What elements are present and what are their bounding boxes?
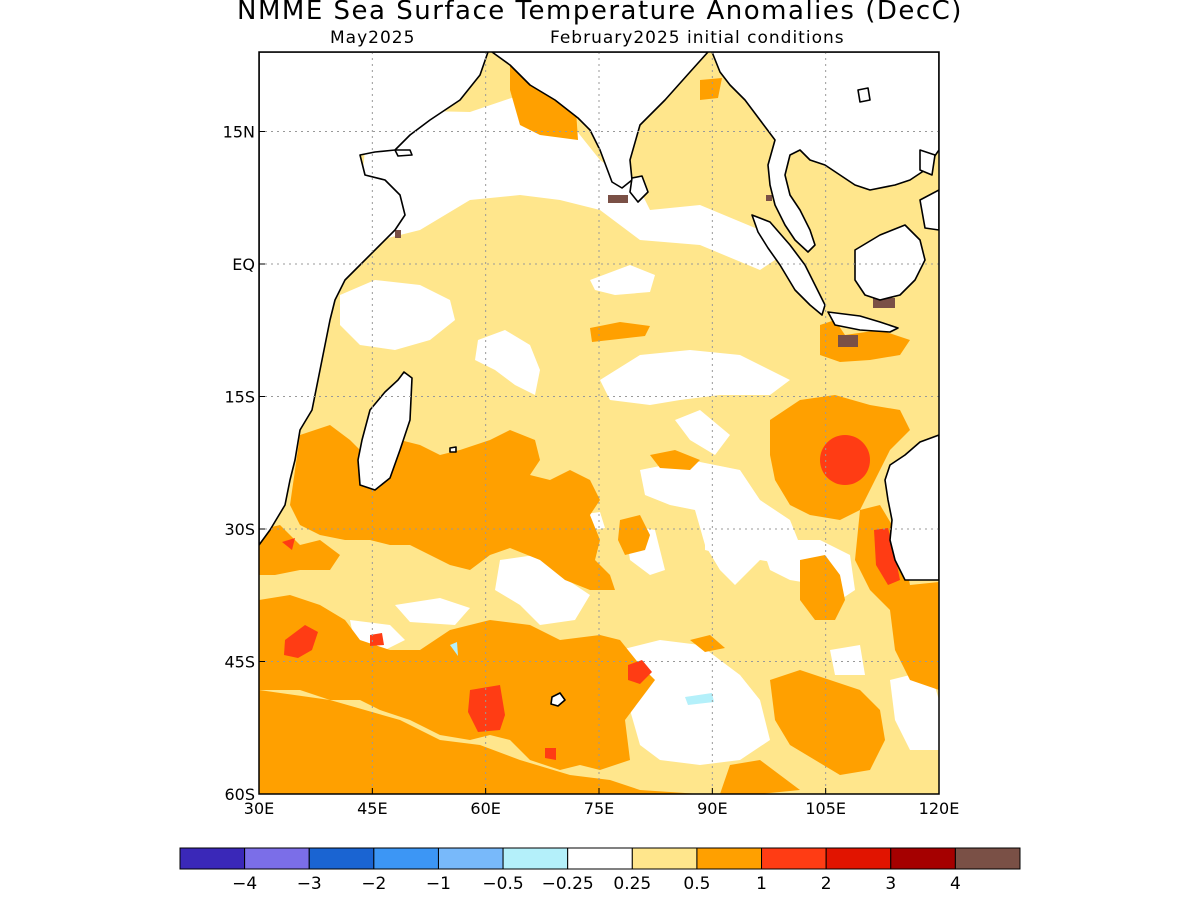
land <box>259 52 939 707</box>
java-land <box>827 311 899 333</box>
sri-lanka-land <box>629 175 649 203</box>
lon-tick-label: 30E <box>244 799 274 818</box>
lat-tick-label: EQ <box>232 255 255 274</box>
colorbar-label: 0.25 <box>613 874 651 894</box>
colorbar-label: −3 <box>297 874 322 894</box>
colorbar-swatch <box>631 847 698 870</box>
colorbar-label: 0.5 <box>683 874 710 894</box>
axis-ticks: 30E 45E 60E 75E 90E 105E 120E 15N EQ 15S 30S 45S 60S <box>223 123 960 819</box>
colorbar-label: 2 <box>821 874 832 894</box>
colorbar-swatch <box>567 847 633 870</box>
lat-tick-label: 45S <box>224 653 255 672</box>
colorbar-swatch <box>308 847 375 870</box>
new-guinea-land <box>919 189 939 231</box>
colorbar-swatch <box>761 847 827 870</box>
australia-land <box>884 434 939 581</box>
india-land <box>491 52 709 189</box>
lon-tick-label: 75E <box>584 799 614 818</box>
hainan-land <box>857 87 871 103</box>
socotra-land <box>394 149 413 157</box>
colorbar-swatch <box>179 847 246 870</box>
colorbar-label: −1 <box>426 874 451 894</box>
lon-tick-label: 90E <box>697 799 727 818</box>
colorbar-label: −0.25 <box>542 874 594 894</box>
colorbar-label: −2 <box>361 874 386 894</box>
colorbar: −4 −3 −2 −1 −0.5 −0.25 0.25 0.5 1 2 3 4 <box>179 847 1021 894</box>
chart-subtitle-valid-month: May2025 <box>330 28 416 48</box>
warm-1-to-2-areas <box>282 435 900 760</box>
kerguelen-land <box>550 692 566 707</box>
colorbar-swatch <box>954 847 1021 870</box>
cool-patches <box>450 642 714 705</box>
lat-tick-label: 30S <box>224 520 255 539</box>
colorbar-swatch <box>244 847 310 870</box>
colorbar-label: 4 <box>950 874 961 894</box>
colorbar-swatch <box>373 847 439 870</box>
colorbar-swatch <box>890 847 956 870</box>
colorbar-label: 1 <box>756 874 767 894</box>
chart-subtitle-initial-conditions: February2025 initial conditions <box>550 28 845 48</box>
colorbar-swatch <box>696 847 763 870</box>
colorbar-label: 3 <box>885 874 896 894</box>
lat-tick-label: 60S <box>224 785 255 804</box>
graticule <box>259 52 939 794</box>
colorbar-swatch <box>437 847 504 870</box>
asia-mainland-land <box>711 52 939 253</box>
colorbar-label: −4 <box>232 874 257 894</box>
sumatra-land <box>751 214 826 316</box>
philippines-land <box>919 149 936 176</box>
madagascar-land <box>357 371 413 491</box>
lat-tick-label: 15N <box>223 123 255 142</box>
near-normal-areas <box>340 95 939 765</box>
colorbar-swatch <box>825 847 892 870</box>
chart-title: NMME Sea Surface Temperature Anomalies (… <box>237 0 963 26</box>
lon-tick-label: 105E <box>805 799 846 818</box>
colorbar-label: −0.5 <box>482 874 523 894</box>
lon-tick-label: 60E <box>470 799 500 818</box>
africa-arabia-land <box>259 52 489 546</box>
anomaly-field <box>259 52 939 794</box>
colorbar-swatch <box>502 847 569 870</box>
borneo-land <box>854 224 926 301</box>
lon-tick-label: 45E <box>357 799 387 818</box>
lat-tick-label: 15S <box>224 388 255 407</box>
mauritius-land <box>449 446 457 453</box>
lon-tick-label: 120E <box>919 799 960 818</box>
